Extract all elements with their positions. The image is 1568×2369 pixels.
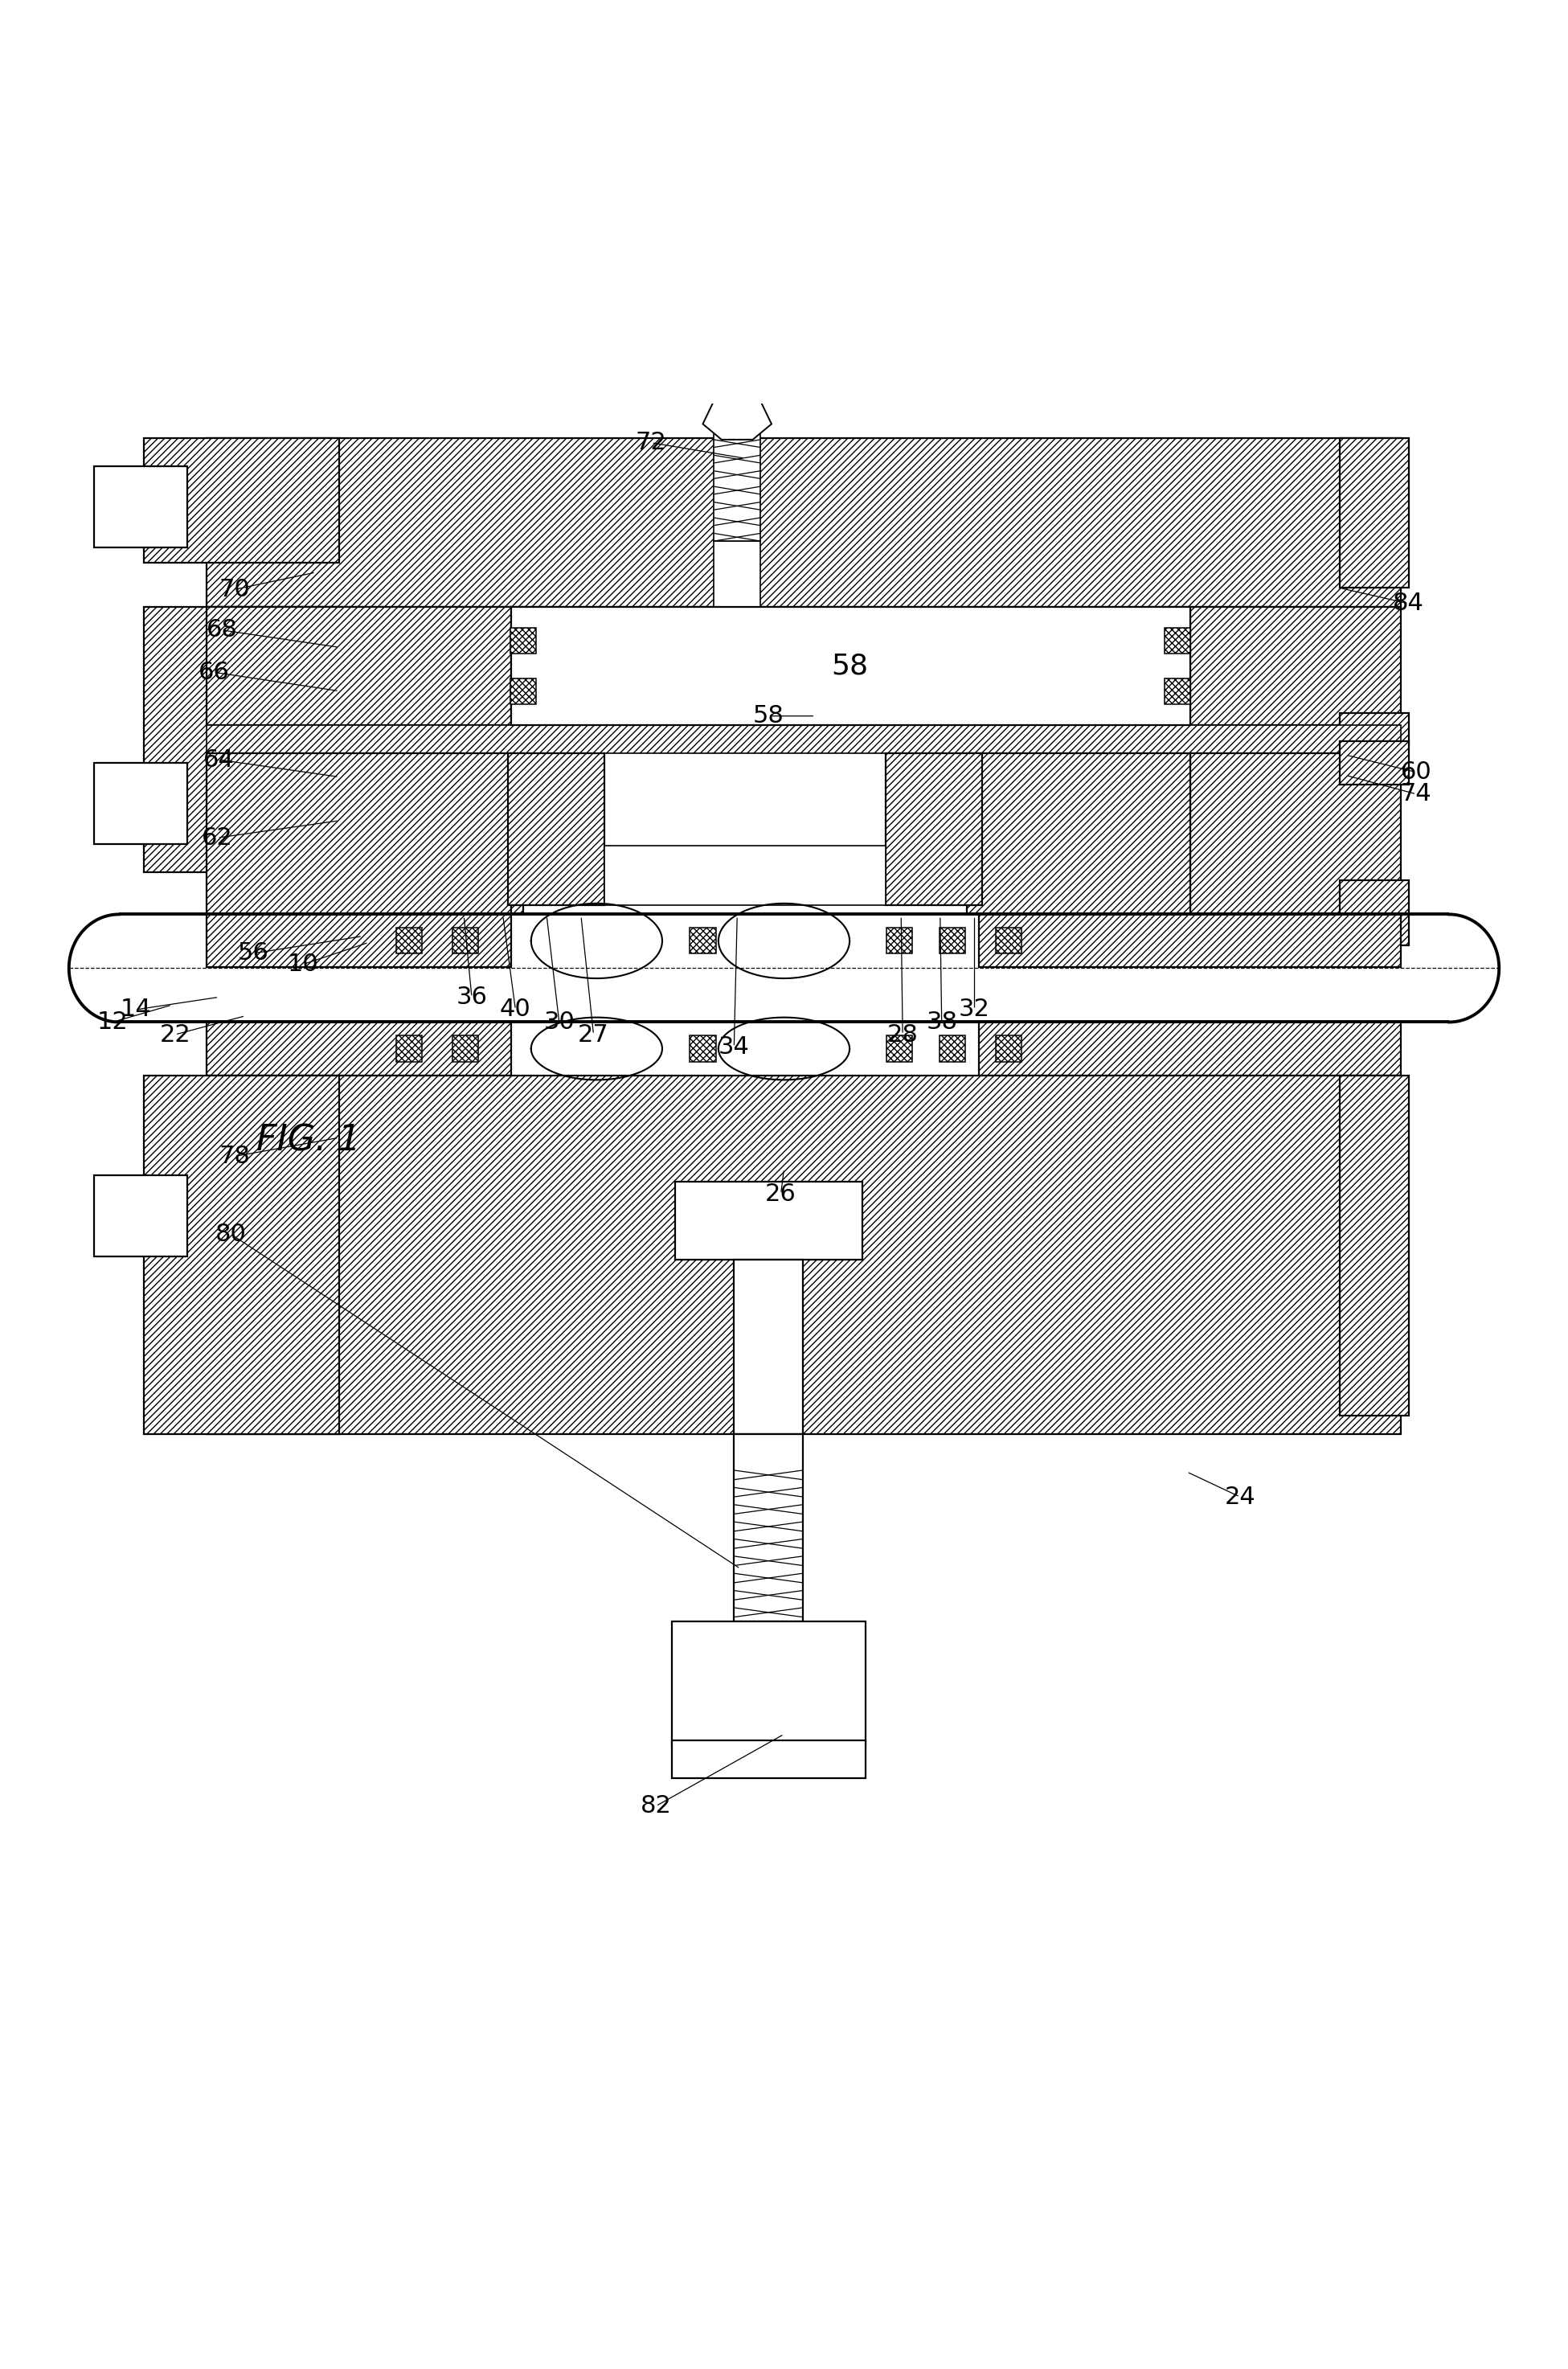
Text: 56: 56 (238, 943, 268, 964)
Bar (671, 1623, 866, 1746)
Bar (144, 1076, 339, 1433)
Bar (674, 1182, 862, 1260)
Bar (1339, 438, 1408, 588)
Bar (207, 725, 1400, 753)
Bar (1165, 678, 1190, 704)
Bar (510, 678, 536, 704)
Text: 24: 24 (1225, 1485, 1256, 1509)
Text: FIG. 1: FIG. 1 (256, 1123, 361, 1158)
Text: 58: 58 (831, 651, 869, 680)
Text: 34: 34 (718, 1035, 750, 1059)
Text: 40: 40 (500, 997, 532, 1021)
Bar (1190, 753, 1400, 914)
Text: 38: 38 (927, 1012, 958, 1033)
Bar (94, 763, 188, 843)
Bar (734, 1433, 803, 1623)
Text: 64: 64 (204, 749, 234, 772)
Text: 80: 80 (216, 1222, 246, 1246)
Bar (144, 606, 339, 872)
Text: 60: 60 (1400, 760, 1432, 784)
Bar (996, 929, 1022, 955)
Text: 14: 14 (121, 997, 152, 1021)
Bar (886, 753, 982, 905)
Bar (207, 753, 511, 914)
Bar (511, 606, 1190, 725)
Bar (1339, 1076, 1408, 1417)
Text: 30: 30 (544, 1012, 575, 1033)
Bar (508, 753, 604, 905)
Text: 12: 12 (97, 1012, 129, 1033)
Text: 74: 74 (1400, 782, 1432, 805)
Bar (734, 1260, 803, 1433)
Bar (713, 540, 760, 606)
Bar (1339, 879, 1408, 945)
Text: 84: 84 (1392, 592, 1424, 616)
Text: 62: 62 (202, 827, 232, 850)
Text: 70: 70 (220, 578, 249, 602)
Bar (713, 424, 760, 540)
Bar (886, 1035, 913, 1061)
Bar (939, 1035, 966, 1061)
Text: 78: 78 (220, 1144, 249, 1168)
Bar (967, 753, 1190, 914)
Polygon shape (702, 384, 771, 441)
Bar (207, 1076, 1400, 1433)
Text: 26: 26 (765, 1182, 797, 1206)
Text: 28: 28 (887, 1023, 919, 1047)
Bar (978, 914, 1400, 967)
Bar (397, 929, 422, 955)
Bar (453, 1035, 478, 1061)
Bar (1339, 741, 1408, 784)
Text: 22: 22 (160, 1023, 191, 1047)
Bar (510, 628, 536, 654)
Text: 72: 72 (635, 431, 666, 455)
Bar (604, 846, 886, 905)
Text: 27: 27 (579, 1023, 608, 1047)
Bar (1339, 713, 1408, 744)
Text: 68: 68 (207, 618, 238, 642)
Bar (144, 438, 339, 564)
Bar (886, 929, 913, 955)
Text: 32: 32 (960, 997, 989, 1021)
Bar (94, 1175, 188, 1256)
Bar (207, 606, 511, 725)
Bar (207, 914, 511, 967)
Bar (671, 1741, 866, 1777)
Bar (511, 753, 524, 914)
Bar (207, 438, 1400, 606)
Bar (978, 1021, 1400, 1076)
Bar (690, 1035, 715, 1061)
Bar (996, 1035, 1022, 1061)
Bar (690, 929, 715, 955)
Text: 66: 66 (199, 661, 229, 685)
Bar (939, 929, 966, 955)
Text: 82: 82 (640, 1793, 671, 1817)
Text: 58: 58 (753, 704, 784, 727)
Bar (94, 467, 188, 547)
Bar (453, 929, 478, 955)
Text: 36: 36 (456, 986, 488, 1009)
Text: 10: 10 (287, 952, 318, 976)
Bar (1165, 628, 1190, 654)
Bar (397, 1035, 422, 1061)
Bar (207, 1021, 511, 1076)
Bar (1190, 606, 1400, 725)
